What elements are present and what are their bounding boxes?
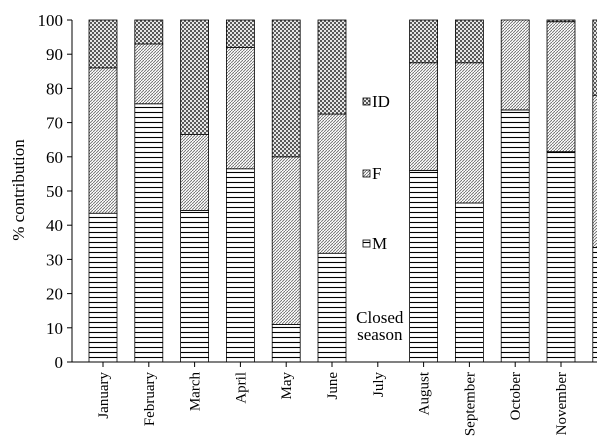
legend-swatch-m	[362, 239, 371, 248]
bar-segment-september-id	[454, 19, 484, 64]
annotation-closed-season: Closed season	[356, 308, 404, 344]
bar-segment-june-id	[317, 19, 347, 115]
bar-segment-september-f	[454, 62, 484, 204]
y-tick-label: 80	[46, 79, 63, 98]
bar-segment-october-f	[500, 19, 530, 111]
bar-segment-november-id	[546, 19, 576, 23]
bar-segment-december-id	[592, 19, 597, 96]
bar-segment-december-m	[592, 247, 597, 363]
y-tick-label: 60	[46, 148, 63, 167]
y-axis-ticks: 0 10 20 30 40 50 60 70 80 90 100	[38, 11, 72, 372]
bar-segment-may-f	[271, 156, 301, 325]
x-tick-label-october: October	[508, 372, 524, 420]
x-axis-labels: January February March April May June July Augu…	[96, 362, 570, 436]
bar-segment-april-id	[225, 19, 255, 48]
legend-label-f: F	[372, 164, 381, 183]
bar-segment-december-f	[592, 94, 597, 248]
bar-segment-november-f	[546, 21, 576, 153]
y-tick-label: 70	[46, 114, 63, 133]
bar-segment-september-m	[454, 202, 484, 363]
bar-segment-june-f	[317, 113, 347, 254]
bar-segment-january-m	[88, 212, 118, 363]
legend-label-m: M	[372, 234, 387, 253]
x-tick-label-september: September	[462, 372, 478, 436]
x-tick-label-april: April	[233, 372, 249, 404]
bar-segment-june-m	[317, 252, 347, 363]
bar-segment-august-f	[409, 62, 439, 171]
legend-swatch-id	[362, 97, 371, 106]
bar-segment-april-m	[225, 168, 255, 363]
x-tick-label-february: February	[142, 372, 158, 427]
x-tick-label-july: July	[371, 372, 387, 398]
bar-segment-january-f	[88, 67, 118, 214]
y-tick-label: 90	[46, 45, 63, 64]
y-axis-title: % contribution	[9, 139, 28, 241]
x-tick-label-march: March	[188, 372, 204, 412]
x-tick-label-may: May	[279, 372, 295, 400]
bar-segment-may-m	[271, 323, 301, 363]
y-tick-label: 40	[46, 216, 63, 235]
legend-label-id: ID	[372, 92, 390, 111]
bar-segment-february-id	[134, 19, 164, 45]
y-tick-label: 30	[46, 250, 63, 269]
bar-segment-november-m	[546, 151, 576, 363]
y-tick-label: 10	[46, 319, 63, 338]
legend: ID F M	[362, 92, 390, 253]
bar-segment-january-id	[88, 19, 118, 69]
x-tick-label-june: June	[325, 372, 341, 400]
x-tick-label-november: November	[554, 372, 570, 435]
bar-segment-august-id	[409, 19, 439, 64]
bar-segment-october-m	[500, 109, 530, 363]
legend-swatch-f	[362, 169, 371, 178]
bar-segment-march-f	[180, 134, 210, 211]
bar-segment-august-m	[409, 170, 439, 363]
y-tick-label: 100	[38, 11, 64, 30]
x-tick-label-january: January	[96, 372, 112, 419]
bar-segment-march-id	[180, 19, 210, 135]
y-tick-label: 50	[46, 182, 63, 201]
y-tick-label: 20	[46, 285, 63, 304]
bar-segment-april-f	[225, 46, 255, 170]
annotations: Closed season	[356, 308, 404, 344]
bar-segment-february-m	[134, 103, 164, 363]
bar-segment-may-id	[271, 19, 301, 158]
x-tick-label-august: August	[417, 371, 433, 415]
bars-layer	[88, 19, 597, 363]
bar-segment-february-f	[134, 43, 164, 105]
y-tick-label: 0	[55, 353, 64, 372]
bar-segment-march-m	[180, 210, 210, 363]
